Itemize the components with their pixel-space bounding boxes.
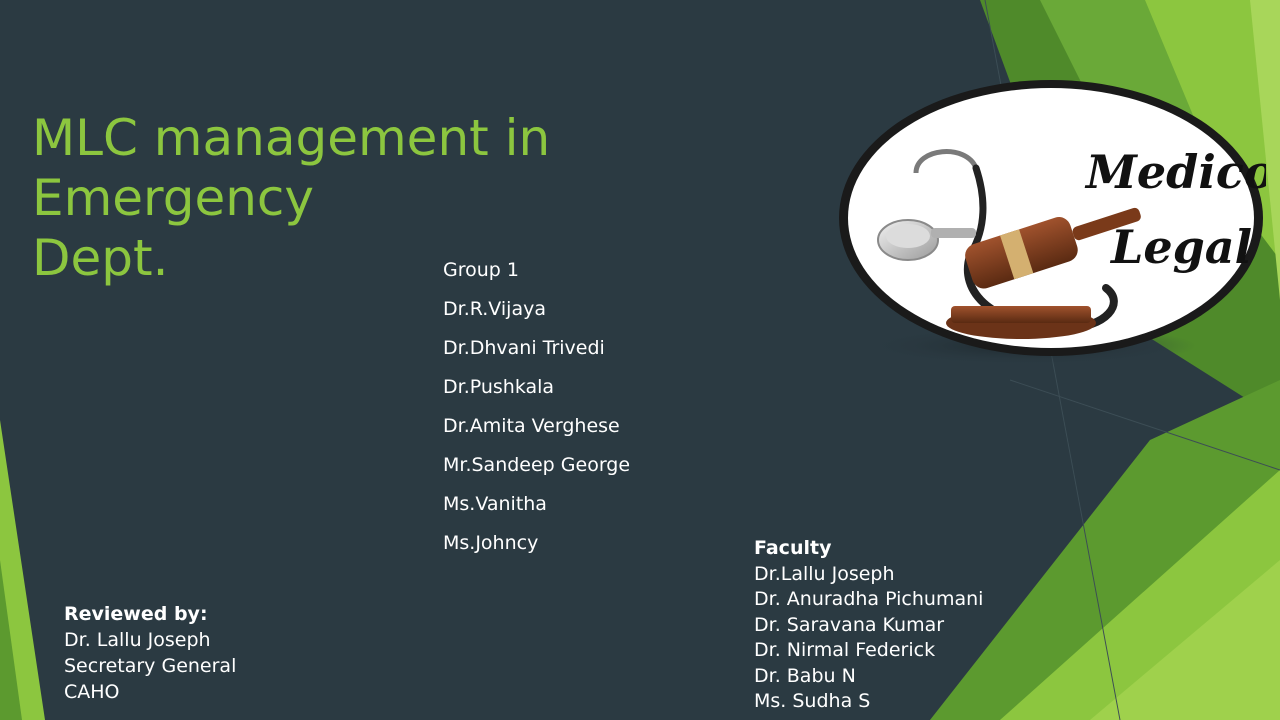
group-members-list: Group 1 Dr.R.Vijaya Dr.Dhvani Trivedi Dr… bbox=[443, 255, 630, 567]
faculty-member: Dr.Lallu Joseph bbox=[754, 562, 895, 585]
faculty-member: Dr. Nirmal Federick bbox=[754, 639, 936, 661]
group-member: Mr.Sandeep George bbox=[443, 454, 631, 476]
decor-line-2 bbox=[1009, 379, 1280, 471]
slide-title-line2: Dept. bbox=[32, 229, 169, 287]
faculty-member: Dr. Saravana Kumar bbox=[754, 613, 945, 636]
group-member: Dr.Pushkala bbox=[443, 376, 555, 398]
faculty-heading: Faculty bbox=[754, 537, 832, 559]
reviewer-title: Secretary General bbox=[64, 655, 237, 677]
group-member: Dr.R.Vijaya bbox=[443, 298, 546, 320]
logo-text-legal: Legal bbox=[1109, 220, 1252, 274]
group-member: Dr.Amita Verghese bbox=[443, 415, 620, 437]
group-member: Ms.Johncy bbox=[443, 532, 539, 554]
green-facet-right-strip bbox=[1250, 0, 1280, 300]
faculty-list: Dr.Lallu Joseph Dr. Anuradha Pichumani D… bbox=[754, 562, 983, 715]
reviewer-name: Dr. Lallu Joseph bbox=[64, 629, 211, 651]
slide-title: MLC management in Emergency Dept. bbox=[32, 108, 832, 288]
medico-legal-logo: Medico Legal bbox=[839, 80, 1266, 366]
logo-text-medico: Medico bbox=[1084, 145, 1266, 199]
gavel-icon bbox=[946, 207, 1141, 339]
reviewed-heading: Reviewed by: bbox=[64, 603, 208, 625]
faculty-member: Dr. Anuradha Pichumani bbox=[754, 588, 984, 610]
group-member: Ms.Vanitha bbox=[443, 493, 547, 515]
faculty-member: Ms. Sudha S bbox=[754, 690, 871, 712]
green-facet-left-dark bbox=[0, 560, 22, 720]
faculty-member: Dr. Babu N bbox=[754, 664, 856, 687]
green-facet-bottom-bright bbox=[1090, 560, 1280, 720]
reviewer-organization: CAHO bbox=[64, 681, 120, 703]
reviewed-block: Reviewed by: Dr. Lallu Joseph Secretary … bbox=[64, 601, 236, 705]
group-label: Group 1 bbox=[443, 259, 519, 281]
group-member: Dr.Dhvani Trivedi bbox=[443, 337, 605, 359]
faculty-block: Faculty Dr.Lallu Joseph Dr. Anuradha Pic… bbox=[754, 536, 983, 715]
slide-title-line1: MLC management in Emergency bbox=[32, 109, 551, 227]
